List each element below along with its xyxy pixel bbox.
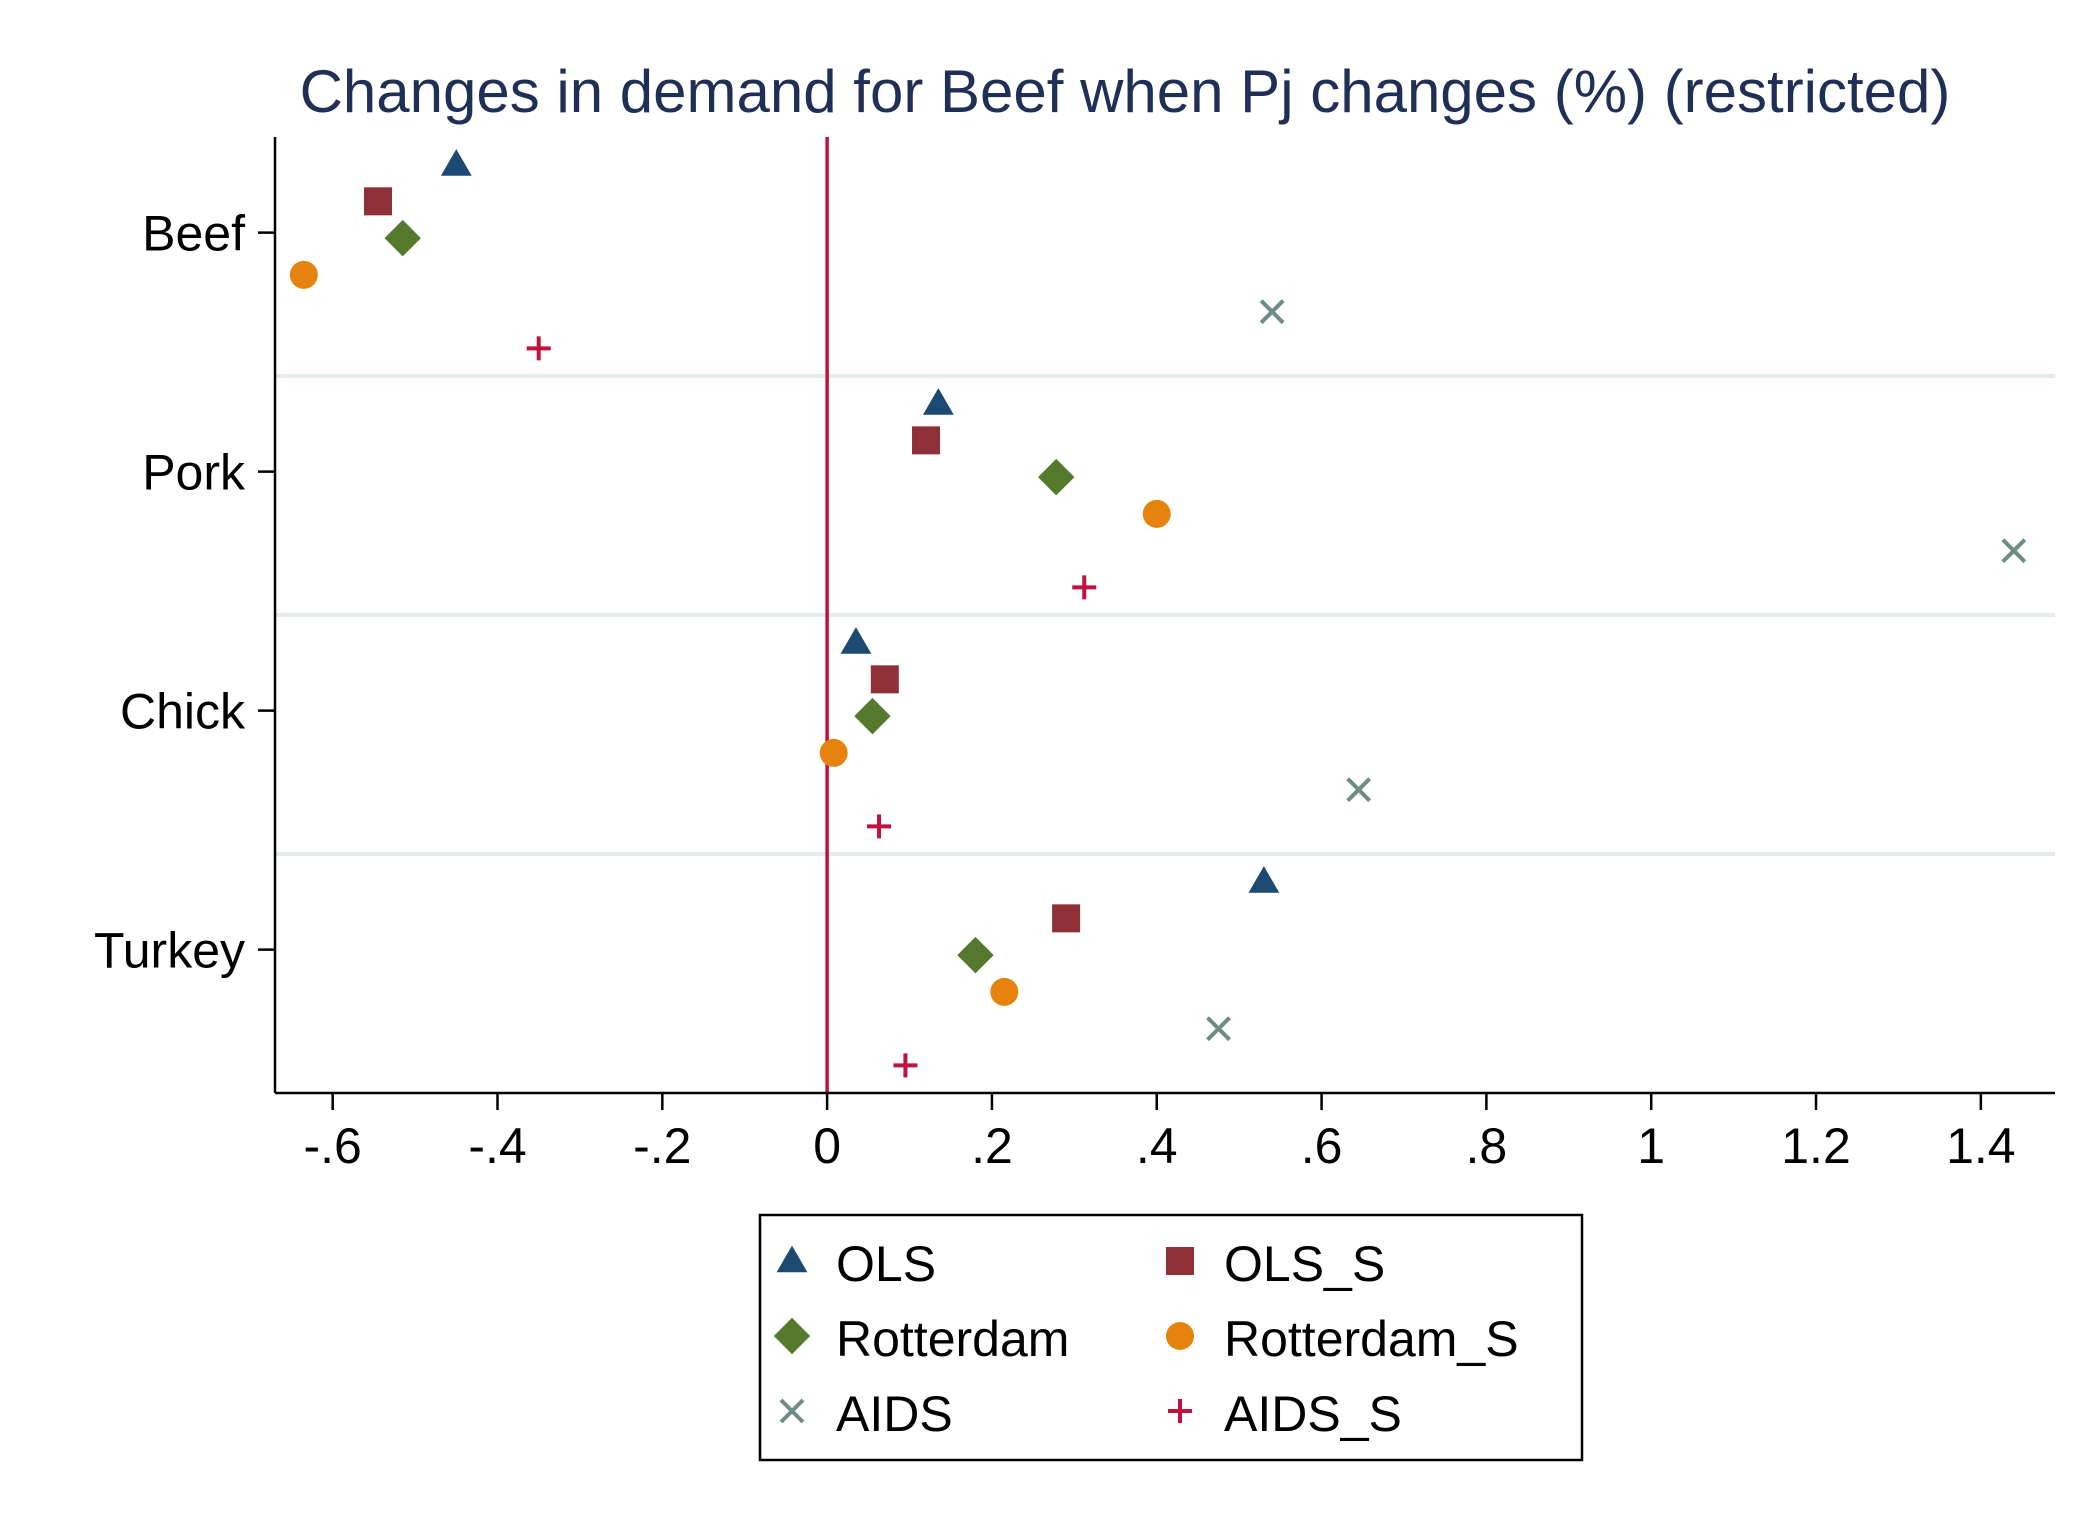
chart-title: Changes in demand for Beef when Pj chang… <box>300 58 1951 125</box>
data-point-rotterdam-s <box>1142 499 1171 528</box>
data-point-rotterdam <box>854 697 891 735</box>
legend-marker-ols <box>776 1245 808 1273</box>
data-point-aids <box>1206 1016 1231 1042</box>
category-separators <box>275 374 2055 856</box>
legend-marker-rotterdam-s <box>1166 1322 1194 1350</box>
data-point-aids-s <box>526 336 551 361</box>
x-tick-label: 1.2 <box>1781 1118 1851 1174</box>
legend-marker-ols-s <box>1166 1247 1194 1275</box>
x-tick-label: .4 <box>1136 1118 1178 1174</box>
data-point-rotterdam <box>1038 458 1075 496</box>
data-point-aids-s <box>1072 575 1097 600</box>
x-tick-label: 0 <box>813 1118 841 1174</box>
y-axis-ticks: Beef Pork Chick Turkey <box>94 206 275 979</box>
data-point-aids <box>1259 299 1285 325</box>
x-tick-label: .6 <box>1301 1118 1343 1174</box>
legend-label: AIDS_S <box>1224 1386 1402 1442</box>
data-point-ols <box>922 388 954 415</box>
data-point-ols-s <box>870 665 899 694</box>
y-tick-label: Pork <box>142 445 246 501</box>
data-point-ols-s <box>364 187 393 216</box>
y-tick-label: Chick <box>120 684 246 740</box>
legend-label: OLS <box>836 1236 936 1292</box>
data-point-ols <box>840 627 872 654</box>
legend-label: Rotterdam_S <box>1224 1311 1519 1367</box>
legend-marker-rotterdam <box>773 1317 811 1355</box>
data-point-rotterdam-s <box>990 977 1019 1006</box>
legend-label: AIDS <box>836 1386 953 1442</box>
x-tick-label: -.2 <box>633 1118 691 1174</box>
data-point-aids <box>1346 777 1372 803</box>
x-axis-ticks: -.6 -.4 -.2 0 .2 .4 .6 .8 1 1.2 1.4 <box>304 1093 2016 1174</box>
x-tick-label: 1.4 <box>1946 1118 2016 1174</box>
legend-label: OLS_S <box>1224 1236 1385 1292</box>
data-point-ols-s <box>1052 904 1081 933</box>
data-point-ols-s <box>912 426 941 455</box>
data-point-ols <box>1248 866 1280 893</box>
legend-marker-aids-s <box>1168 1399 1192 1423</box>
data-points <box>289 149 2027 1078</box>
x-tick-label: -.6 <box>304 1118 362 1174</box>
legend: OLS OLS_S Rotterdam Rotterdam_S AIDS AIDS_S <box>758 1213 1584 1462</box>
data-point-rotterdam <box>957 936 994 974</box>
data-point-rotterdam <box>384 219 421 257</box>
data-point-aids <box>2001 538 2027 564</box>
data-point-rotterdam-s <box>289 260 318 289</box>
data-point-aids-s <box>867 814 892 839</box>
y-tick-label: Turkey <box>94 923 245 979</box>
legend-label: Rotterdam <box>836 1311 1069 1367</box>
x-tick-label: -.4 <box>468 1118 526 1174</box>
data-point-ols <box>440 149 472 176</box>
x-tick-label: .8 <box>1466 1118 1508 1174</box>
x-tick-label: .2 <box>971 1118 1013 1174</box>
x-tick-label: 1 <box>1637 1118 1665 1174</box>
legend-marker-aids <box>779 1398 805 1424</box>
y-tick-label: Beef <box>142 206 245 262</box>
axes <box>273 137 2055 1095</box>
data-point-aids-s <box>893 1053 918 1078</box>
data-point-rotterdam-s <box>819 738 848 767</box>
